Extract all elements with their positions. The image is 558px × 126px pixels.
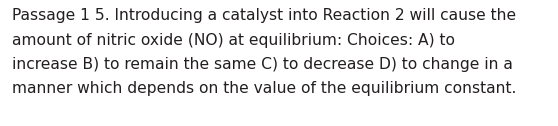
Text: amount of nitric oxide (NO) at equilibrium: Choices: A) to: amount of nitric oxide (NO) at equilibri… — [12, 33, 455, 48]
Text: increase B) to remain the same C) to decrease D) to change in a: increase B) to remain the same C) to dec… — [12, 57, 513, 72]
Text: Passage 1 5. Introducing a catalyst into Reaction 2 will cause the: Passage 1 5. Introducing a catalyst into… — [12, 8, 516, 23]
Text: manner which depends on the value of the equilibrium constant.: manner which depends on the value of the… — [12, 82, 516, 97]
